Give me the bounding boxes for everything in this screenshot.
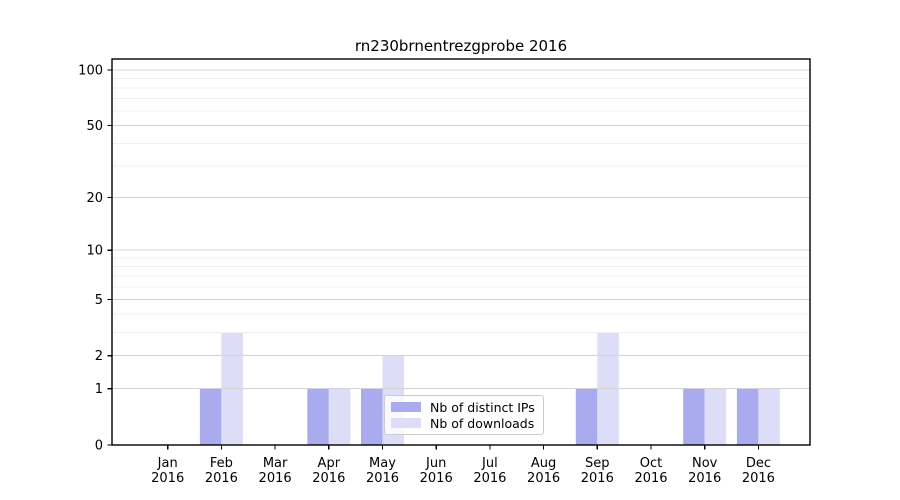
y-tick-label: 5 — [95, 293, 103, 308]
bar-distinct-ips-feb — [199, 388, 222, 445]
bar-distinct-ips-nov — [683, 388, 705, 445]
bar-downloads-nov — [704, 388, 727, 445]
x-tick-label-month: Dec — [746, 456, 771, 471]
chart-title: rn230brnentrezgprobe 2016 — [354, 37, 568, 55]
bar-distinct-ips-sep — [575, 388, 598, 445]
x-tick-label-month: Jul — [481, 456, 498, 471]
x-tick-label-month: Oct — [640, 456, 662, 471]
x-tick-label-year: 2016 — [366, 471, 399, 486]
bar-downloads-dec — [758, 388, 780, 445]
x-tick-label-month: Apr — [318, 456, 341, 471]
legend-label-downloads: Nb of downloads — [430, 415, 535, 431]
x-tick-label-year: 2016 — [473, 471, 506, 486]
bar-distinct-ips-apr — [307, 388, 329, 445]
legend-swatch-distinct-ips-icon — [391, 402, 421, 412]
x-tick-label-year: 2016 — [581, 471, 614, 486]
y-tick-label: 100 — [78, 64, 103, 79]
y-tick-label: 0 — [95, 439, 103, 454]
bar-distinct-ips-dec — [736, 388, 759, 445]
y-tick-label: 20 — [86, 191, 103, 206]
x-tick-label-year: 2016 — [151, 471, 184, 486]
x-tick-label-month: Jun — [425, 456, 446, 471]
x-tick-label-year: 2016 — [205, 471, 238, 486]
legend-item-downloads: Nb of downloads — [391, 416, 537, 431]
x-tick-label-month: Aug — [531, 456, 556, 471]
x-tick-label-month: May — [369, 456, 396, 471]
x-tick-label-year: 2016 — [312, 471, 345, 486]
x-tick-label-month: Mar — [263, 456, 288, 471]
bar-downloads-apr — [328, 388, 351, 445]
x-tick-label-year: 2016 — [742, 471, 775, 486]
bar-distinct-ips-may — [361, 388, 383, 445]
x-tick-label-month: Sep — [585, 456, 610, 471]
y-tick-label: 2 — [95, 349, 103, 364]
x-tick-label-year: 2016 — [259, 471, 292, 486]
x-tick-label-year: 2016 — [688, 471, 721, 486]
plot-frame — [111, 58, 811, 446]
y-tick-label: 50 — [86, 119, 103, 134]
y-tick-label: 10 — [86, 244, 103, 259]
legend-swatch-downloads-icon — [391, 418, 421, 428]
x-tick-label-month: Feb — [210, 456, 233, 471]
chart-legend: Nb of distinct IPs Nb of downloads — [384, 395, 544, 435]
legend-item-distinct-ips: Nb of distinct IPs — [391, 400, 537, 415]
legend-label-distinct-ips: Nb of distinct IPs — [430, 399, 535, 415]
x-tick-label-month: Nov — [692, 456, 718, 471]
x-tick-label-year: 2016 — [634, 471, 667, 486]
x-tick-label-year: 2016 — [420, 471, 453, 486]
x-tick-label-month: Jan — [157, 456, 178, 471]
y-tick-label: 1 — [95, 382, 103, 397]
x-tick-label-year: 2016 — [527, 471, 560, 486]
